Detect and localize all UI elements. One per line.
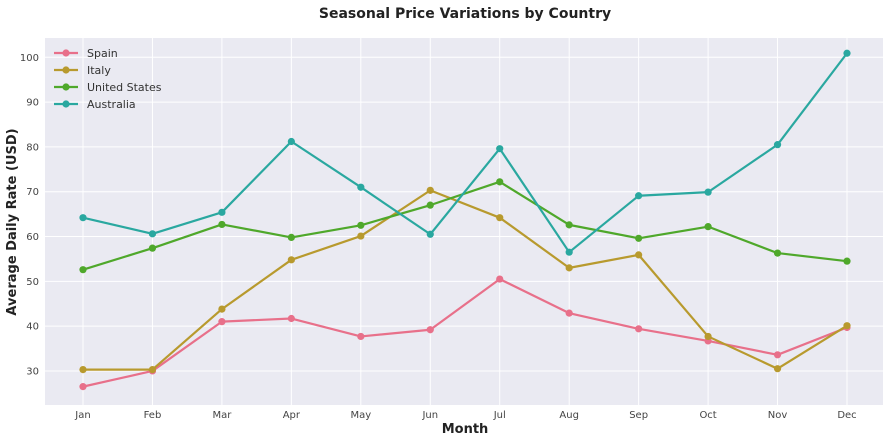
x-tick-label: Nov: [768, 410, 788, 421]
data-point: [218, 208, 226, 216]
data-point: [773, 365, 782, 373]
legend-item: Italy: [54, 64, 111, 77]
data-point: [635, 251, 643, 259]
data-point: [565, 264, 573, 272]
data-point: [426, 230, 434, 238]
data-point: [426, 201, 434, 209]
data-point: [773, 249, 782, 257]
legend-item: Australia: [54, 98, 136, 111]
x-tick-label: Sep: [629, 410, 648, 421]
y-tick-label: 90: [26, 98, 39, 109]
y-tick-label: 30: [26, 366, 39, 377]
y-tick-label: 100: [20, 53, 39, 64]
x-axis-label: Month: [442, 422, 489, 437]
data-point: [426, 186, 434, 194]
data-point: [218, 318, 226, 326]
data-point: [704, 223, 712, 231]
y-tick-label: 70: [26, 187, 39, 198]
data-point: [773, 141, 782, 149]
data-point: [79, 365, 87, 374]
plot-area: [45, 38, 883, 405]
data-point: [287, 233, 295, 242]
series-spain: [79, 275, 851, 391]
data-point: [148, 244, 157, 252]
legend-swatch-marker: [62, 83, 70, 91]
data-point: [218, 305, 226, 313]
data-point: [843, 49, 851, 57]
x-tick-label: Jul: [493, 410, 506, 421]
data-point: [496, 275, 504, 283]
chart-title: Seasonal Price Variations by Country: [319, 6, 611, 22]
y-tick-label: 50: [26, 277, 39, 288]
series-italy: [79, 186, 851, 374]
data-point: [704, 188, 712, 196]
data-point: [79, 214, 87, 222]
series-united-states: [79, 178, 851, 274]
data-point: [218, 220, 226, 229]
legend-label: Australia: [87, 98, 136, 111]
series-layer: [79, 49, 851, 391]
x-tick-label: May: [350, 410, 371, 421]
series-line: [82, 52, 848, 254]
data-point: [496, 178, 504, 186]
data-point: [635, 192, 643, 200]
series-line: [82, 277, 848, 388]
x-tick-label: Mar: [212, 410, 232, 421]
data-point: [843, 257, 851, 265]
data-point: [287, 314, 295, 323]
data-point: [704, 332, 712, 341]
y-axis-label: Average Daily Rate (USD): [5, 128, 20, 315]
data-point: [148, 230, 157, 238]
data-point: [635, 325, 643, 333]
data-point: [843, 322, 851, 330]
data-point: [79, 383, 87, 391]
legend-swatch-marker: [62, 100, 70, 108]
x-tick-label: Dec: [837, 410, 856, 421]
data-point: [565, 309, 573, 317]
data-point: [426, 326, 434, 334]
series-line: [82, 180, 848, 271]
legend: Spain Italy United States Australia: [54, 47, 162, 111]
data-point: [565, 248, 573, 256]
legend-label: Spain: [87, 47, 118, 60]
x-tick-label: Apr: [283, 410, 301, 421]
legend-swatch-marker: [62, 66, 70, 74]
legend-label: United States: [87, 81, 162, 94]
series-australia: [79, 49, 851, 256]
y-tick-label: 60: [26, 232, 39, 243]
data-point: [79, 266, 87, 274]
data-point: [287, 256, 295, 264]
data-point: [357, 332, 365, 341]
data-point: [357, 232, 365, 240]
data-point: [773, 351, 782, 359]
data-point: [287, 137, 295, 146]
x-tick-label: Jun: [421, 410, 438, 421]
data-point: [496, 145, 504, 153]
data-point: [496, 214, 504, 222]
y-tick-label: 40: [26, 322, 39, 333]
data-point: [148, 365, 157, 374]
legend-item: Spain: [54, 47, 118, 60]
x-tick-label: Jan: [74, 410, 90, 421]
data-point: [565, 221, 573, 229]
legend-label: Italy: [87, 64, 111, 77]
x-tick-label: Aug: [559, 410, 579, 421]
data-point: [357, 183, 365, 191]
y-tick-label: 80: [26, 142, 39, 153]
series-line: [83, 189, 848, 371]
data-point: [357, 221, 365, 229]
y-axis-ticks: 30 40 50 60 70 80 90 100: [20, 53, 39, 378]
x-axis-ticks: Jan Feb Mar Apr May Jun Jul Aug Sep Oct Nov Dec: [74, 410, 856, 421]
legend-swatch-marker: [62, 49, 70, 57]
x-tick-label: Feb: [144, 410, 162, 421]
data-point: [635, 234, 643, 242]
legend-item: United States: [54, 81, 162, 94]
x-tick-label: Oct: [699, 410, 716, 421]
